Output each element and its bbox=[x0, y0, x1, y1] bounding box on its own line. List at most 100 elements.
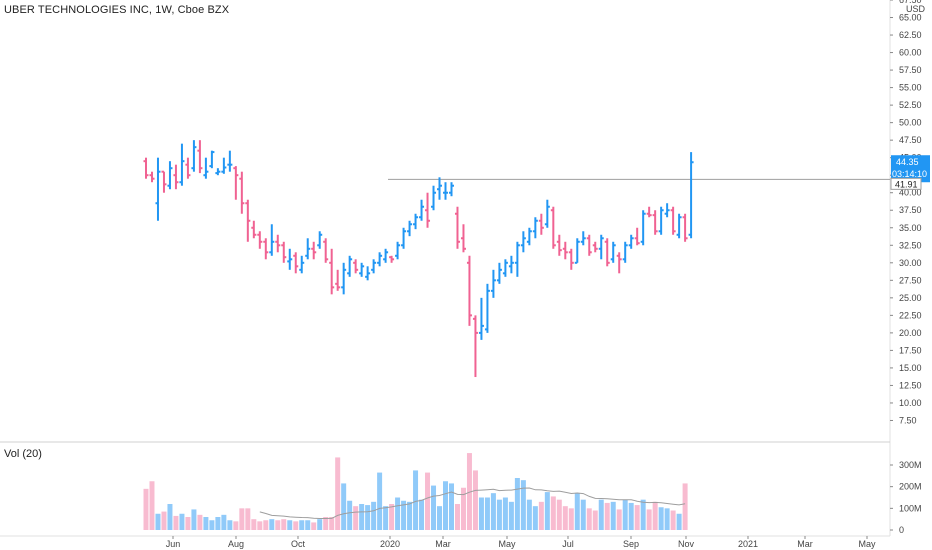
volume-bar bbox=[658, 507, 664, 530]
volume-bar bbox=[425, 472, 431, 530]
volume-bar bbox=[574, 493, 580, 530]
volume-bar bbox=[377, 472, 383, 530]
volume-bar bbox=[323, 517, 329, 530]
price-tick-label: 25.00 bbox=[899, 293, 922, 303]
volume-bar bbox=[209, 520, 215, 530]
price-tick-label: 40.00 bbox=[899, 188, 922, 198]
level-tag bbox=[890, 177, 922, 190]
volume-bar bbox=[682, 483, 688, 530]
volume-bar bbox=[347, 500, 353, 530]
volume-bar bbox=[371, 501, 377, 530]
bar-countdown: 03:14:10 bbox=[892, 169, 927, 179]
volume-bar bbox=[538, 501, 544, 530]
price-tick-label: 57.50 bbox=[899, 65, 922, 75]
time-tick-label: May bbox=[858, 539, 876, 549]
time-tick-label: Jun bbox=[166, 539, 181, 549]
time-tick-label: 2020 bbox=[380, 539, 400, 549]
volume-bar bbox=[646, 509, 652, 530]
volume-bar bbox=[155, 513, 161, 530]
volume-bar bbox=[161, 511, 167, 530]
volume-bar bbox=[437, 506, 443, 530]
volume-bar bbox=[532, 506, 538, 530]
price-tick-label: 62.50 bbox=[899, 30, 922, 40]
volume-bar bbox=[556, 499, 562, 530]
volume-bar bbox=[251, 519, 257, 530]
volume-bar bbox=[502, 497, 508, 530]
price-tick-label: 22.50 bbox=[899, 310, 922, 320]
volume-bar bbox=[311, 522, 317, 530]
volume-bar bbox=[341, 483, 347, 530]
volume-bar bbox=[616, 509, 622, 530]
volume-bar bbox=[203, 517, 209, 530]
price-tick-label: 60.00 bbox=[899, 48, 922, 58]
time-tick-label: Oct bbox=[291, 539, 306, 549]
volume-bar bbox=[580, 499, 586, 530]
volume-bar bbox=[472, 470, 478, 530]
volume-bar bbox=[520, 480, 526, 530]
volume-bar bbox=[431, 485, 437, 530]
volume-bar bbox=[245, 508, 251, 530]
volume-bar bbox=[401, 500, 407, 530]
time-tick-label: Sep bbox=[623, 539, 639, 549]
volume-bar bbox=[407, 501, 413, 530]
volume-bar bbox=[383, 506, 389, 530]
time-tick-label: Aug bbox=[228, 539, 244, 549]
price-tick-label: 67.50 bbox=[899, 0, 922, 5]
volume-bar bbox=[173, 515, 179, 530]
volume-bar bbox=[197, 514, 203, 530]
volume-bar bbox=[227, 520, 233, 530]
volume-bar bbox=[299, 520, 305, 530]
volume-bar bbox=[365, 505, 371, 530]
volume-bar bbox=[490, 493, 496, 530]
volume-tick-label: 100M bbox=[899, 503, 922, 513]
volume-bar bbox=[359, 504, 365, 530]
volume-tick-label: 200M bbox=[899, 482, 922, 492]
volume-bar bbox=[466, 453, 472, 530]
volume-tick-label: 300M bbox=[899, 460, 922, 470]
time-tick-label: Jul bbox=[562, 539, 574, 549]
volume-bar bbox=[317, 519, 323, 530]
time-tick-label: Nov bbox=[678, 539, 695, 549]
level-tag-value: 41.91 bbox=[895, 179, 918, 189]
volume-bar bbox=[514, 478, 520, 530]
volume-bar bbox=[149, 481, 155, 530]
volume-bar bbox=[562, 506, 568, 530]
volume-bar bbox=[604, 502, 610, 530]
volume-bar bbox=[568, 508, 574, 530]
volume-bar bbox=[419, 499, 425, 530]
volume-pane-label: Vol (20) bbox=[4, 448, 42, 460]
volume-bar bbox=[287, 520, 293, 530]
price-tick-label: 55.00 bbox=[899, 83, 922, 93]
price-tick-label: 47.50 bbox=[899, 135, 922, 145]
price-tick-label: 7.50 bbox=[899, 415, 917, 425]
volume-bar bbox=[496, 499, 502, 530]
time-tick-label: Mar bbox=[435, 539, 451, 549]
volume-bar bbox=[281, 519, 287, 530]
volume-bar bbox=[454, 504, 460, 530]
volume-bar bbox=[413, 470, 419, 530]
volume-bar bbox=[592, 510, 598, 530]
time-tick-label: Mar bbox=[797, 539, 813, 549]
price-tick-label: 17.50 bbox=[899, 345, 922, 355]
volume-bar bbox=[143, 488, 149, 530]
volume-bar bbox=[167, 504, 173, 530]
volume-bar bbox=[305, 520, 311, 530]
price-tick-label: 27.50 bbox=[899, 275, 922, 285]
volume-bar bbox=[622, 499, 628, 530]
volume-bar bbox=[448, 483, 454, 530]
volume-bar bbox=[676, 513, 682, 530]
volume-bar bbox=[179, 513, 185, 530]
volume-bar bbox=[443, 481, 448, 530]
price-tick-label: 50.00 bbox=[899, 118, 922, 128]
volume-bar bbox=[508, 501, 514, 530]
volume-bar bbox=[544, 492, 550, 530]
volume-bar bbox=[257, 521, 263, 530]
price-tick-label: 10.00 bbox=[899, 398, 922, 408]
volume-bar bbox=[550, 496, 556, 530]
volume-bar bbox=[293, 521, 299, 530]
time-tick-label: May bbox=[498, 539, 516, 549]
volume-bar bbox=[652, 501, 658, 530]
price-tick-label: 30.00 bbox=[899, 258, 922, 268]
volume-bar bbox=[478, 497, 484, 530]
